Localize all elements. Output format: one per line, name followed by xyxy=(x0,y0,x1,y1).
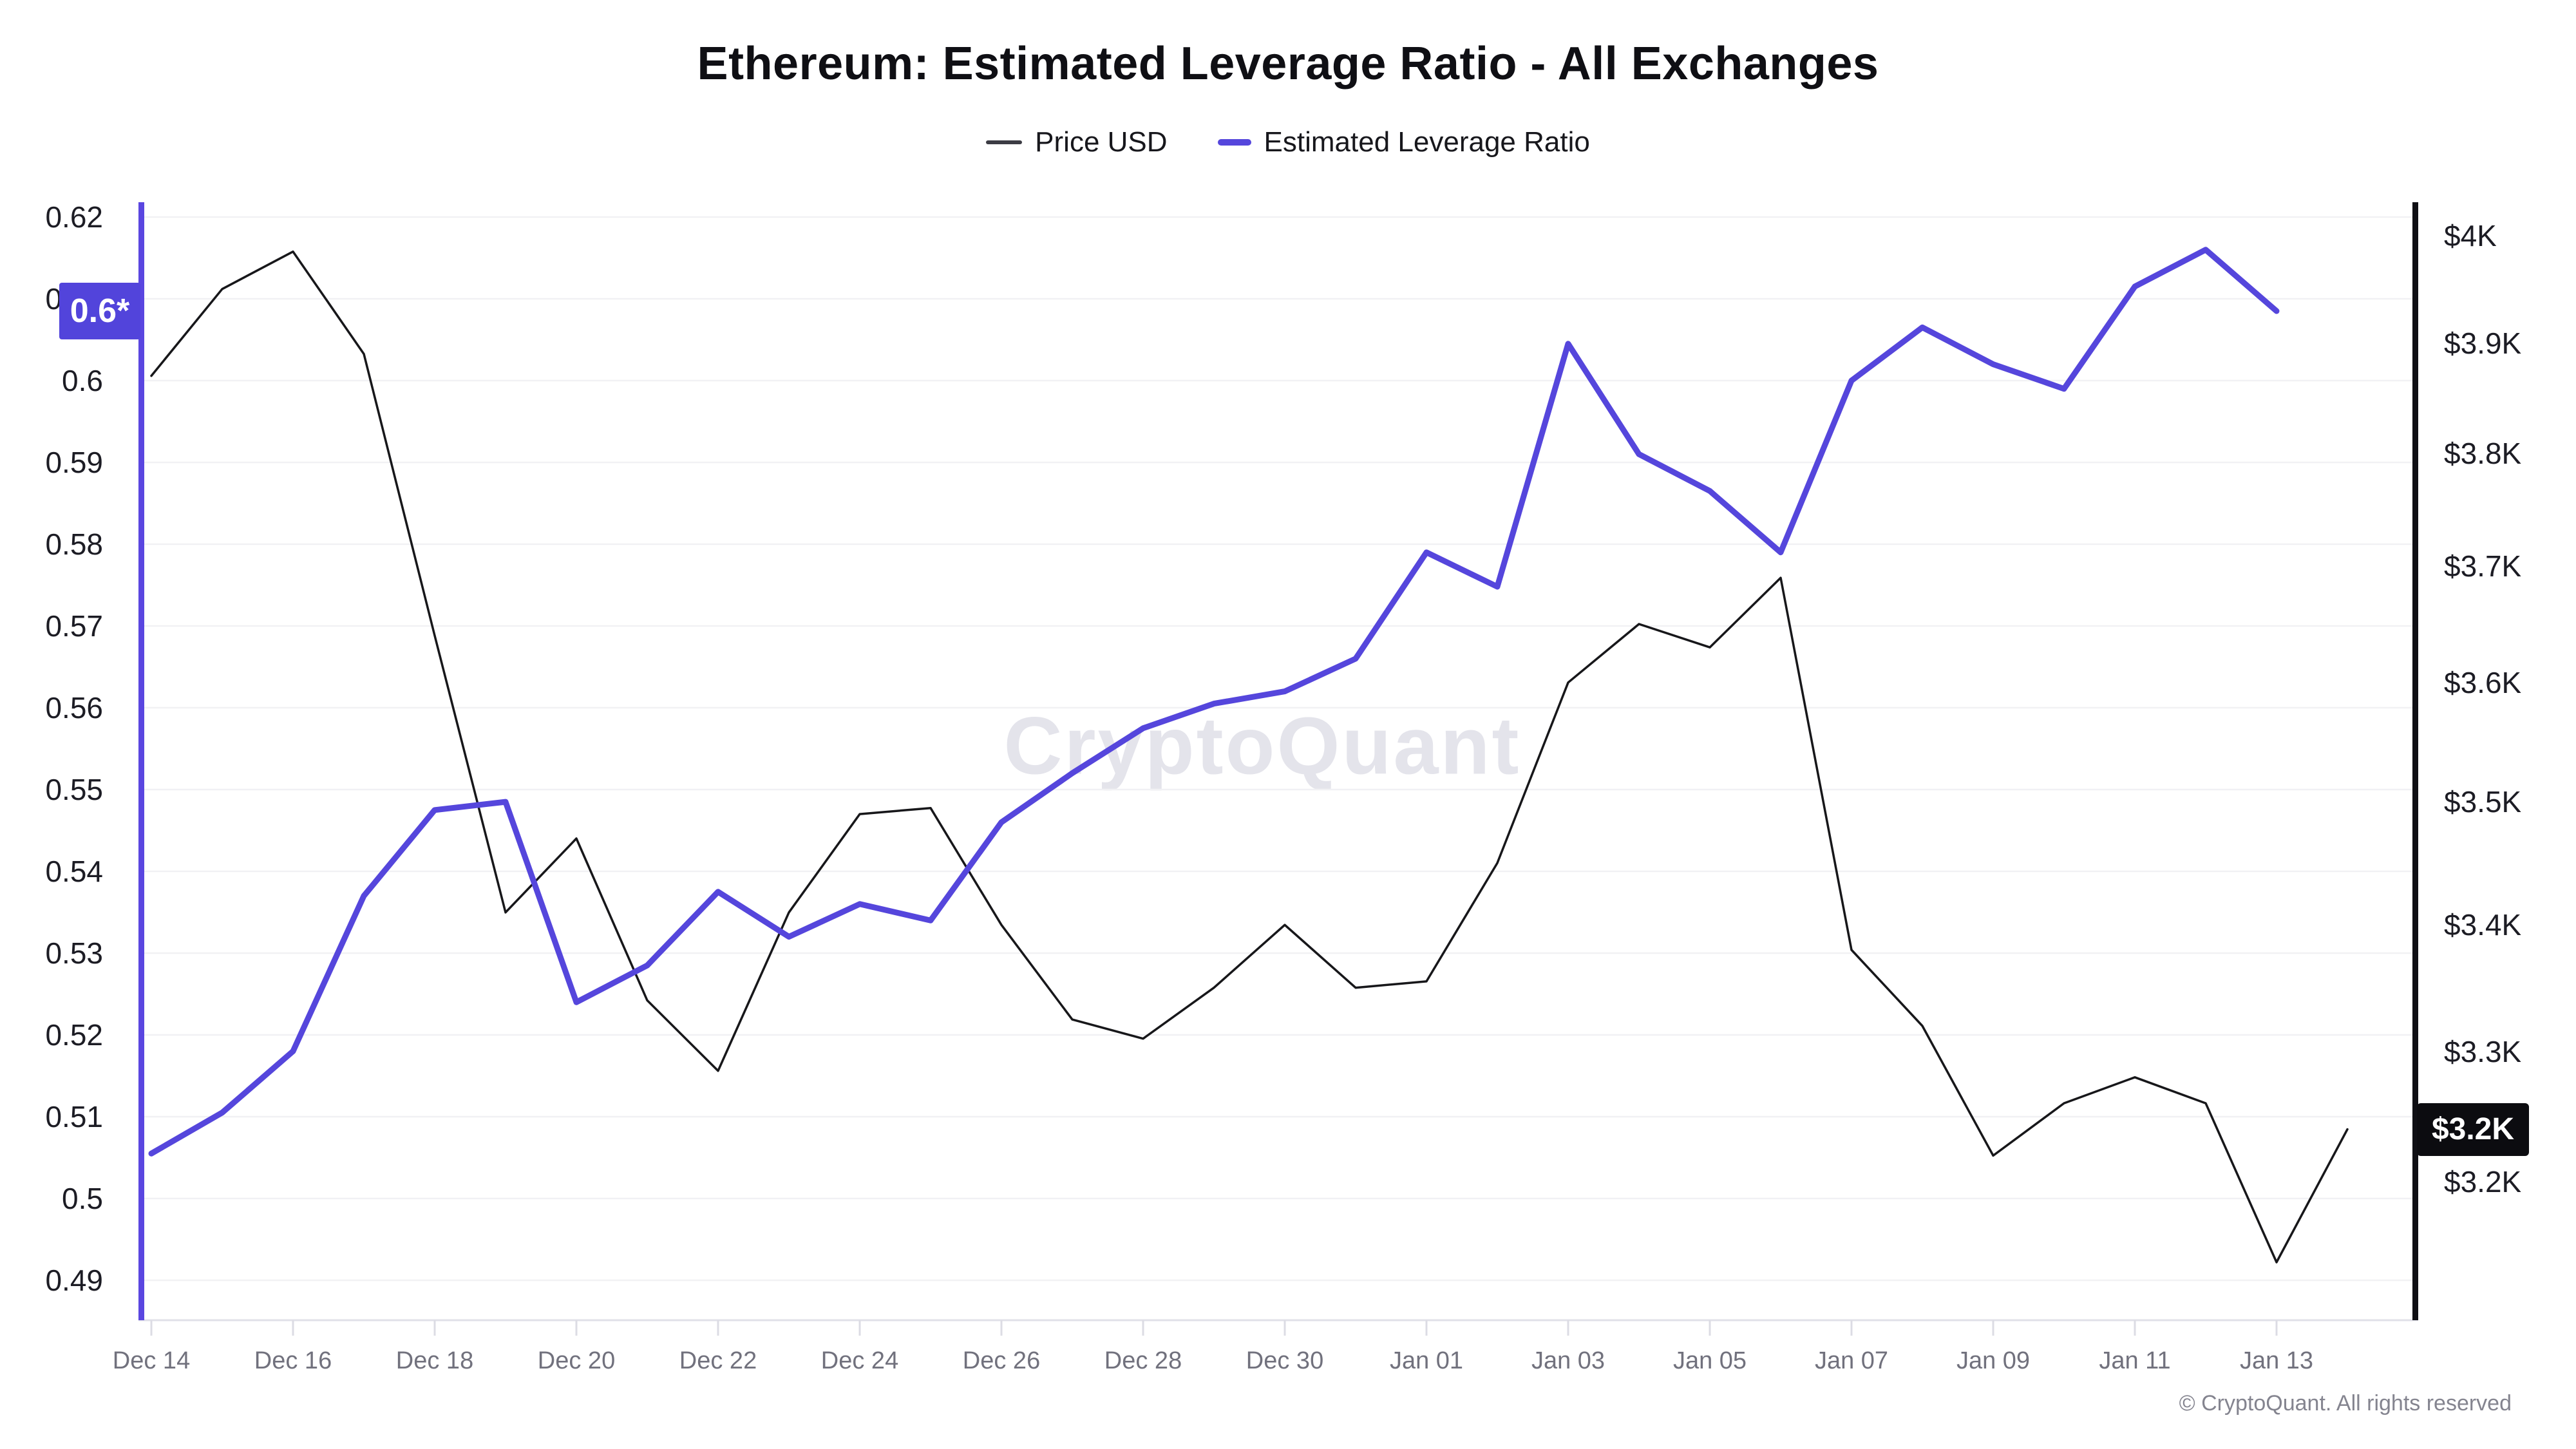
x-axis-label: Jan 11 xyxy=(2099,1347,2171,1374)
x-axis-label: Dec 28 xyxy=(1104,1347,1182,1374)
legend-label-price: Price USD xyxy=(1035,126,1168,158)
y-axis-label-left: 0.5 xyxy=(62,1182,103,1215)
plot-area[interactable] xyxy=(138,193,2418,1352)
y-axis-label-right: $4K xyxy=(2444,219,2497,252)
x-axis-label: Jan 05 xyxy=(1672,1347,1747,1374)
chart-canvas[interactable] xyxy=(138,193,2418,1352)
leverage-line-swatch-icon xyxy=(1217,139,1251,146)
y-axis-label-left: 0.6 xyxy=(62,364,103,397)
y-axis-label-left: 0.59 xyxy=(45,446,103,479)
y-axis-label-right: $3.2K xyxy=(2444,1165,2522,1199)
legend-label-leverage: Estimated Leverage Ratio xyxy=(1264,126,1590,158)
x-axis-label: Jan 01 xyxy=(1389,1347,1464,1374)
legend-item-price[interactable]: Price USD xyxy=(986,126,1168,158)
x-axis-label: Dec 18 xyxy=(395,1347,474,1374)
x-axis-label: Jan 09 xyxy=(1956,1347,2031,1374)
y-axis-label-right: $3.3K xyxy=(2444,1034,2522,1068)
y-axis-label-left: 0.57 xyxy=(45,609,103,643)
x-axis-label: Dec 16 xyxy=(254,1347,332,1374)
y-axis-label-left: 0.55 xyxy=(45,773,103,806)
price-current-value-badge: $3.2K xyxy=(2417,1103,2529,1156)
y-axis-label-right: $3.7K xyxy=(2444,549,2522,583)
legend-item-leverage[interactable]: Estimated Leverage Ratio xyxy=(1217,126,1590,158)
x-axis-label: Dec 26 xyxy=(962,1347,1041,1374)
y-axis-label-left: 0.62 xyxy=(45,200,103,234)
price-line-swatch-icon xyxy=(986,140,1023,144)
x-axis-label: Jan 13 xyxy=(2239,1347,2314,1374)
x-axis-label: Dec 14 xyxy=(112,1347,191,1374)
x-axis-label: Dec 22 xyxy=(679,1347,757,1374)
x-axis-label: Dec 24 xyxy=(820,1347,899,1374)
y-axis-label-right: $3.8K xyxy=(2444,436,2522,470)
x-axis-label: Jan 07 xyxy=(1814,1347,1889,1374)
y-axis-label-left: 0.56 xyxy=(45,691,103,724)
chart-legend: Price USD Estimated Leverage Ratio xyxy=(0,126,2576,158)
y-axis-label-left: 0.53 xyxy=(45,936,103,970)
y-axis-label-left: 0.52 xyxy=(45,1018,103,1052)
y-axis-label-left: 0.54 xyxy=(45,855,103,888)
x-axis-label: Dec 30 xyxy=(1245,1347,1324,1374)
y-axis-label-right: $3.9K xyxy=(2444,326,2522,360)
leverage-current-value-badge: 0.6* xyxy=(59,283,140,340)
price-line xyxy=(150,250,2349,1264)
leverage-line xyxy=(148,247,2280,1157)
y-axis-label-right: $3.4K xyxy=(2444,908,2522,942)
x-axis-label: Jan 03 xyxy=(1531,1347,1605,1374)
y-axis-label-left: 0.51 xyxy=(45,1100,103,1133)
y-axis-label-left: 0.58 xyxy=(45,527,103,561)
y-axis-label-right: $3.6K xyxy=(2444,665,2522,699)
y-axis-label-right: $3.5K xyxy=(2444,785,2522,819)
copyright-footer: © CryptoQuant. All rights reserved xyxy=(2179,1391,2512,1416)
chart-title: Ethereum: Estimated Leverage Ratio - All… xyxy=(697,38,1879,90)
y-axis-label-left: 0.49 xyxy=(45,1264,103,1297)
x-axis-label: Dec 20 xyxy=(537,1347,616,1374)
